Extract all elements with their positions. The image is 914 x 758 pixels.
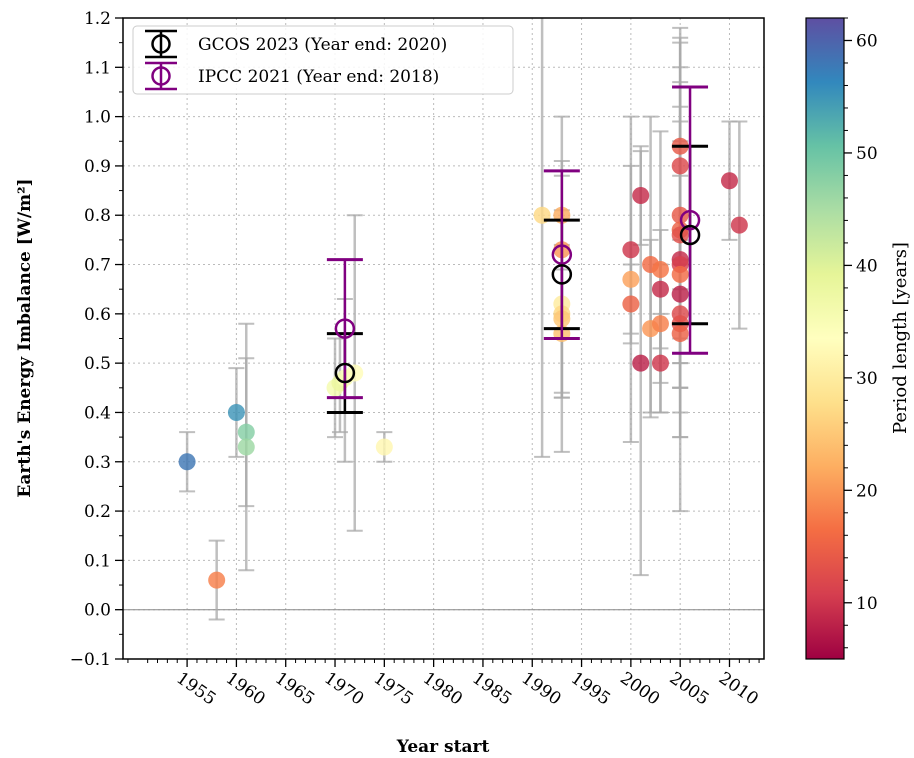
- y-tick-label: 0.8: [84, 206, 111, 226]
- colorbar: 10 20 30 40 50 60 Period length [years]: [805, 17, 911, 660]
- y-axis-label: Earth's Energy Imbalance [W/m²]: [15, 178, 35, 497]
- data-point: [651, 315, 669, 333]
- y-tick-label: 1.2: [84, 9, 111, 29]
- y-tick-label: 0.0: [84, 601, 111, 621]
- y-tick-label: 0.9: [84, 157, 111, 177]
- y-axis: −0.1 0.0 0.1 0.2 0.3 0.4 0.5 0.6 0.7 0.8 0.9 1.0 1.1…: [70, 9, 123, 670]
- colorbar-tick-label: 60: [856, 31, 878, 51]
- x-tick-label: 1980: [419, 668, 466, 709]
- summary-marker: [679, 224, 701, 246]
- x-tick-label: 1975: [370, 668, 417, 709]
- data-point: [622, 295, 640, 313]
- legend-entry-label: GCOS 2023 (Year end: 2020): [198, 35, 447, 55]
- data-point: [375, 438, 393, 456]
- data-point: [671, 265, 689, 283]
- y-tick-label: 0.7: [84, 256, 111, 276]
- legend-box: [132, 25, 514, 95]
- colorbar-tick-label: 20: [856, 481, 878, 501]
- y-tick-label: 1.1: [84, 58, 111, 78]
- data-point: [632, 354, 650, 372]
- data-point: [208, 571, 226, 589]
- summary-marker: [551, 264, 573, 285]
- x-tick-label: 1960: [222, 668, 269, 709]
- data-point: [622, 241, 640, 259]
- data-point: [671, 285, 689, 303]
- y-tick-label: 1.0: [84, 108, 111, 128]
- x-tick-label: 2010: [715, 668, 762, 709]
- x-tick-label: 1985: [468, 668, 515, 709]
- legend-marker-circle: [151, 34, 171, 54]
- data-point: [730, 216, 748, 234]
- plot-frame: [122, 17, 765, 660]
- summary-marker: [679, 209, 701, 231]
- x-tick-label: 1995: [567, 668, 614, 709]
- data-point: [671, 206, 689, 224]
- x-tick-label: 2000: [616, 668, 663, 709]
- y-tick-label: 0.5: [84, 354, 111, 374]
- y-tick-label: 0.2: [84, 502, 111, 522]
- data-point: [178, 453, 196, 471]
- data-point: [671, 325, 689, 343]
- y-tick-label: 0.1: [84, 551, 111, 571]
- legend-marker-circle: [151, 66, 171, 86]
- colorbar-gradient: [805, 17, 845, 660]
- data-point: [651, 354, 669, 372]
- summary-series: [326, 85, 709, 414]
- colorbar-label: Period length [years]: [890, 242, 911, 434]
- data-point: [237, 423, 255, 441]
- y-tick-label: 0.3: [84, 453, 111, 473]
- colorbar-tick-label: 40: [856, 256, 878, 276]
- data-point: [651, 280, 669, 298]
- y-tick-label: 0.6: [84, 305, 111, 325]
- data-point: [720, 172, 738, 190]
- x-axis: 1955 1960 1965 1970 1975 1980 1985 1990 1995 2000…: [127, 659, 762, 710]
- y-tick-label: 0.4: [84, 403, 111, 423]
- colorbar-tick-label: 30: [856, 369, 878, 389]
- x-axis-label: Year start: [396, 737, 490, 757]
- colorbar-ticks: 10 20 30 40 50 60: [844, 17, 878, 649]
- colorbar-tick-label: 50: [856, 144, 878, 164]
- x-tick-label: 1990: [518, 668, 565, 709]
- colorbar-tick-label: 10: [856, 594, 878, 614]
- data-point: [227, 403, 245, 421]
- legend: GCOS 2023 (Year end: 2020) IPCC 2021 (Yea…: [132, 25, 514, 95]
- x-tick-label: 1965: [271, 668, 318, 709]
- data-point: [651, 260, 669, 278]
- x-tick-label: 1955: [173, 668, 220, 709]
- legend-entry-label: IPCC 2021 (Year end: 2018): [198, 67, 439, 87]
- data-point: [632, 187, 650, 205]
- data-point: [671, 157, 689, 175]
- summary-marker: [551, 244, 573, 265]
- grid: [123, 17, 764, 660]
- summary-marker: [334, 362, 356, 384]
- x-tick-label: 1970: [320, 668, 367, 709]
- summary-marker: [334, 318, 356, 339]
- data-point: [237, 438, 255, 456]
- y-tick-label: −0.1: [70, 650, 111, 670]
- x-tick-label: 2005: [666, 668, 713, 709]
- data-point: [622, 270, 640, 288]
